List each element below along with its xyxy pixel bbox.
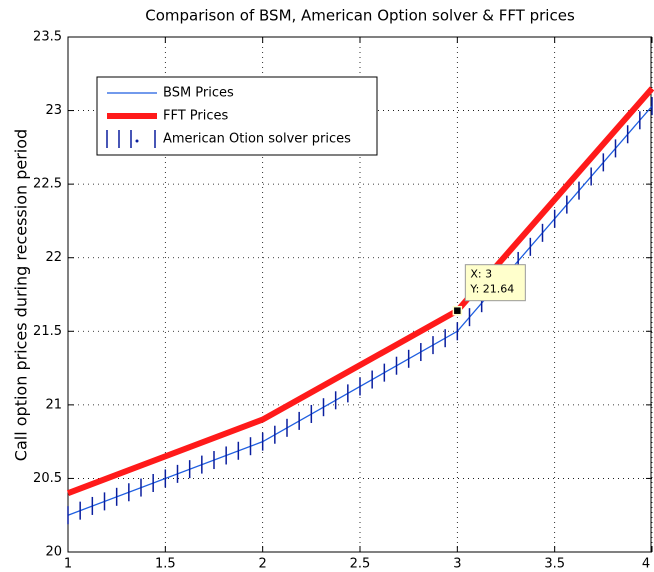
y-tick-label: 20 <box>45 545 62 560</box>
y-tick-label: 23 <box>45 103 62 118</box>
y-tick-label: 22.5 <box>33 177 62 192</box>
legend-marker <box>135 139 139 143</box>
x-tick-label: 2.5 <box>350 557 371 572</box>
y-tick-label: 20.5 <box>33 471 62 486</box>
y-tick-label: 21.5 <box>33 324 62 339</box>
y-tick-label: 21 <box>45 397 62 412</box>
datatip-box <box>464 264 526 302</box>
x-tick-label: 1 <box>64 557 72 572</box>
plot-frame <box>67 36 652 553</box>
x-tick-label: 3 <box>453 557 461 572</box>
datatip-x: X: 3 <box>470 268 492 281</box>
y-tick-label: 22 <box>45 250 62 265</box>
legend-label: American Otion solver prices <box>163 132 351 147</box>
legend-label: BSM Prices <box>163 86 234 101</box>
fft-line <box>66 86 654 496</box>
x-tick-label: 2 <box>259 557 267 572</box>
datatip-marker <box>452 305 463 316</box>
y-axis-label: Call option prices during recession peri… <box>12 129 31 461</box>
x-tick-label: 3.5 <box>544 557 565 572</box>
y-tick-label: 23.5 <box>33 30 62 45</box>
chart-title: Comparison of BSM, American Option solve… <box>145 7 575 25</box>
x-tick-label: 1.5 <box>155 557 176 572</box>
datatip-y: Y: 21.64 <box>469 283 514 296</box>
x-tick-label: 4 <box>642 557 650 572</box>
legend-label: FFT Prices <box>163 109 229 124</box>
